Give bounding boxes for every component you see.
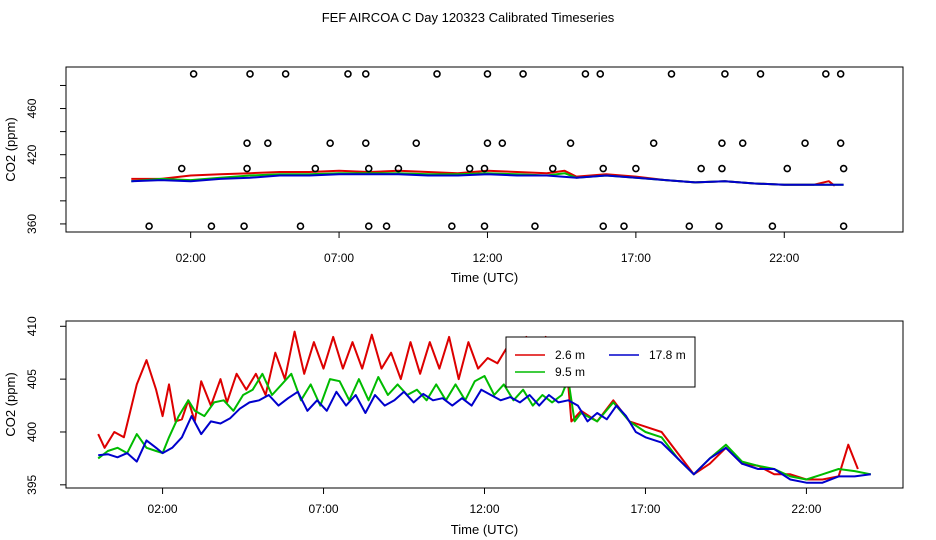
calibration-point	[839, 164, 848, 173]
calibration-point	[632, 164, 640, 173]
panel-1: 02:00 07:00 12:00 17:00 22:00 360 420 460 Time (…	[3, 66, 904, 285]
legend: 2.6 m 9.5 m 17.8 m	[505, 336, 696, 388]
calibration-point	[361, 70, 370, 78]
calibration-point	[483, 139, 492, 147]
calibration-point	[364, 164, 373, 173]
calibration-point	[685, 222, 694, 231]
calibration-point	[189, 70, 198, 78]
y-tick-label: 395	[25, 474, 39, 494]
calibration-point	[145, 222, 153, 231]
calibration-point	[801, 139, 809, 147]
calibration-point	[207, 222, 216, 231]
x-tick-label: 22:00	[769, 251, 799, 265]
calibration-point	[382, 222, 391, 231]
series-line-2	[97, 372, 871, 481]
panel-2: 02:00 07:00 12:00 17:00 22:00 395 400 405 410 Tim…	[3, 316, 904, 537]
x-axis-label: Time (UTC)	[451, 270, 518, 285]
calibration-point	[718, 139, 726, 147]
calibration-point	[483, 70, 492, 78]
calibration-point	[177, 164, 186, 173]
calibration-point	[480, 222, 489, 231]
calibration-point	[839, 222, 848, 231]
calibration-point	[667, 70, 676, 78]
calibration-point	[596, 70, 605, 78]
y-tick-label: 410	[25, 316, 39, 336]
calibration-point	[822, 70, 830, 78]
calibration-point	[566, 139, 575, 147]
calibration-point	[768, 222, 777, 231]
calibration-point	[364, 222, 373, 231]
series-line-3	[98, 388, 871, 484]
calibration-point	[412, 139, 421, 147]
series-line-3	[131, 173, 844, 186]
calibration-point	[718, 164, 726, 173]
y-tick-label: 405	[25, 369, 39, 389]
calibration-point	[756, 70, 765, 78]
legend-label: 2.6 m	[555, 348, 585, 362]
calibration-point	[783, 164, 792, 173]
calibration-point	[599, 164, 608, 173]
y-axis-label: CO2 (ppm)	[3, 117, 18, 181]
calibration-point	[649, 139, 658, 147]
x-tick-label: 17:00	[621, 251, 651, 265]
calibration-point	[480, 164, 489, 173]
x-tick-label: 07:00	[309, 502, 339, 516]
calibration-point	[498, 139, 507, 147]
calibration-point	[281, 70, 290, 78]
x-tick-label: 02:00	[176, 251, 206, 265]
calibration-point	[581, 70, 590, 78]
plot-frame	[65, 66, 904, 233]
calibration-point	[697, 164, 705, 173]
calibration-point	[531, 222, 539, 231]
calibration-point	[519, 70, 527, 78]
calibration-point	[465, 164, 474, 173]
calibration-point	[599, 222, 608, 231]
x-tick-label: 02:00	[148, 502, 178, 516]
calibration-point	[836, 139, 845, 147]
y-tick-label: 460	[25, 98, 39, 118]
calibration-point	[394, 164, 403, 173]
x-tick-label: 12:00	[472, 251, 502, 265]
x-tick-label: 12:00	[469, 502, 499, 516]
y-tick-label: 360	[25, 214, 39, 234]
calibration-point	[296, 222, 305, 231]
calibration-point	[738, 139, 747, 147]
calibration-point	[361, 139, 370, 147]
legend-label: 17.8 m	[649, 348, 686, 362]
y-tick-label: 400	[25, 422, 39, 442]
calibration-point	[240, 222, 248, 231]
chart-title: FEF AIRCOA C Day 120323 Calibrated Times…	[321, 10, 615, 25]
x-axis-label: Time (UTC)	[451, 522, 518, 537]
calibration-point	[326, 139, 334, 147]
calibration-point	[715, 222, 723, 231]
y-tick-label: 420	[25, 144, 39, 164]
legend-box	[505, 336, 696, 388]
y-axis-label: CO2 (ppm)	[3, 372, 18, 436]
calibration-point	[243, 164, 251, 173]
calibration-point	[548, 164, 557, 173]
x-tick-label: 07:00	[324, 251, 354, 265]
legend-label: 9.5 m	[555, 365, 585, 379]
calibration-point	[243, 139, 251, 147]
calibration-point	[311, 164, 320, 173]
calibration-point	[836, 70, 845, 78]
calibration-point	[721, 70, 729, 78]
calibration-point	[264, 139, 272, 147]
calibration-point	[433, 70, 441, 78]
calibration-point	[246, 70, 254, 78]
calibration-point	[344, 70, 352, 78]
x-tick-label: 22:00	[791, 502, 821, 516]
x-tick-label: 17:00	[630, 502, 660, 516]
calibration-point	[448, 222, 456, 231]
calibration-point	[620, 222, 628, 231]
